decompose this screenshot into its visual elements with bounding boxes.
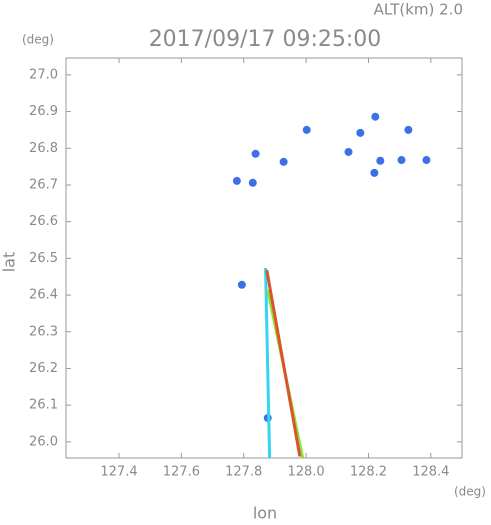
echo-point	[397, 156, 406, 165]
y-unit: (deg)	[22, 33, 54, 47]
y-tick-label: 26.5	[29, 251, 58, 266]
y-tick-label: 27.0	[29, 67, 58, 82]
y-tick-label: 26.2	[29, 361, 58, 376]
x-tick-label: 128.4	[412, 465, 449, 480]
x-tick-label: 128.0	[287, 465, 324, 480]
echo-point	[371, 112, 380, 121]
x-tick-label: 127.6	[163, 465, 200, 480]
x-unit: (deg)	[454, 485, 486, 499]
y-tick-label: 26.0	[29, 434, 58, 449]
echo-point	[370, 168, 379, 177]
y-tick-label: 26.8	[29, 141, 58, 156]
x-tick-label: 128.2	[350, 465, 387, 480]
y-axis-label: lat	[0, 252, 19, 273]
y-tick-label: 26.4	[29, 288, 58, 303]
y-tick-label: 26.9	[29, 104, 58, 119]
echo-point	[237, 280, 246, 289]
echo-point	[251, 149, 260, 158]
echo-point	[344, 147, 353, 156]
x-tick-label: 127.4	[100, 465, 137, 480]
y-tick-label: 26.1	[29, 398, 58, 413]
echo-point	[302, 125, 311, 134]
echo-point	[376, 156, 385, 165]
echo-point	[356, 128, 365, 137]
echo-point	[279, 157, 288, 166]
altitude-header: ALT(km) 2.0	[374, 1, 463, 19]
x-tick-label: 127.8	[225, 465, 262, 480]
track-line	[265, 269, 302, 457]
y-tick-label: 26.3	[29, 324, 58, 339]
plot-frame	[65, 57, 463, 459]
chart-title: 2017/09/17 09:25:00	[149, 27, 382, 52]
x-axis-label: lon	[253, 504, 277, 522]
echo-point	[232, 176, 241, 185]
track-line	[264, 267, 272, 459]
echo-point	[248, 178, 257, 187]
echo-point	[404, 125, 413, 134]
echo-point	[422, 156, 431, 165]
y-tick-label: 26.7	[29, 177, 58, 192]
y-tick-label: 26.6	[29, 214, 58, 229]
